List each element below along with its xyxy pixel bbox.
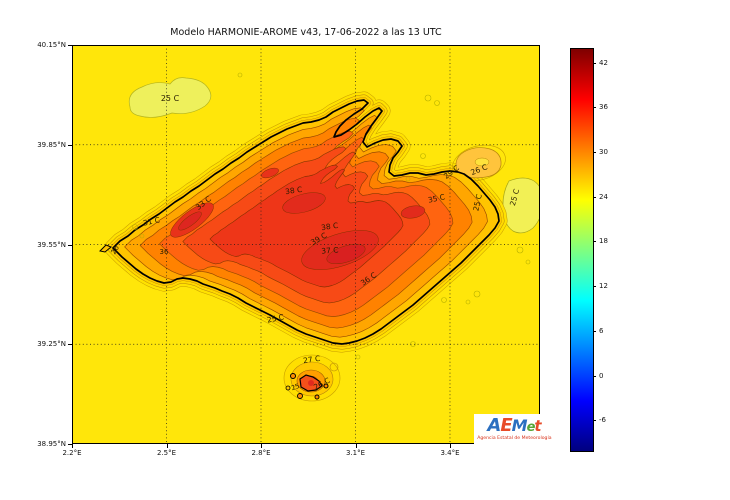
- dragonera-islet: [98, 244, 112, 253]
- contour-label: 25 C: [471, 193, 483, 212]
- sea-25c-blob-northwest: [128, 77, 212, 118]
- x-tick-mark: [450, 444, 451, 448]
- contour-label: 25 C: [266, 312, 285, 324]
- contour-label: 38 C: [321, 221, 339, 232]
- x-tick-mark: [166, 444, 168, 448]
- contour-label: 38 C: [285, 185, 303, 196]
- contour-label: 25 C: [508, 188, 521, 207]
- x-tick-label: 3.1°E: [345, 449, 366, 457]
- aemet-logo-letter: M: [511, 416, 528, 435]
- colorbar-tick-mark: [593, 107, 596, 109]
- contour-label: 31 C: [142, 215, 161, 227]
- aemet-logo-letter: A: [487, 415, 501, 436]
- contour-label: 26: [110, 244, 122, 256]
- contour-label: 37 C: [321, 245, 339, 255]
- colorbar-tick-label: 0: [599, 371, 604, 380]
- gridlines: [72, 45, 540, 444]
- y-tick-mark: [68, 444, 72, 445]
- colorbar-tick-label: -6: [599, 416, 606, 425]
- cabrera-islands: [283, 354, 341, 402]
- colorbar: [570, 48, 594, 452]
- y-tick-mark: [68, 144, 72, 146]
- ne-halo-blob: [452, 144, 506, 182]
- x-tick-label: 3.4°E: [440, 449, 460, 457]
- aemet-logo-letter: E: [500, 415, 512, 436]
- y-tick-label: 39.25°N: [37, 340, 66, 349]
- colorbar-tick-label: 12: [599, 282, 608, 291]
- y-tick-label: 38.95°N: [37, 440, 66, 448]
- colorbar-tick-mark: [593, 331, 596, 332]
- contour-label: 35 C: [427, 192, 446, 204]
- colorbar-tick-mark: [593, 152, 596, 154]
- y-tick-label: 39.85°N: [37, 140, 66, 149]
- y-tick-mark: [68, 45, 72, 46]
- contour-label: 27 C: [303, 354, 321, 365]
- colorbar-tick-label: 18: [599, 237, 608, 246]
- aemet-logo-word: AEMet: [474, 417, 554, 435]
- colorbar-tick-label: 6: [599, 327, 604, 335]
- colorbar-tick-mark: [593, 420, 596, 422]
- colorbar-tick-mark: [593, 62, 596, 64]
- y-tick-label: 40.15°N: [37, 41, 66, 49]
- x-tick-mark: [72, 444, 73, 448]
- y-tick-mark: [68, 244, 72, 246]
- plot-border: [72, 45, 540, 444]
- colorbar-tick-mark: [593, 375, 596, 377]
- contour-label: 36: [160, 248, 169, 256]
- colorbar-tick-label: 42: [599, 58, 608, 67]
- hot-core-spots: [170, 167, 426, 270]
- aemet-logo: AEMet Agencia Estatal de Meteorología: [474, 414, 554, 451]
- aemet-logo-letter: e: [526, 420, 536, 435]
- plot-title: Modelo HARMONIE-AROME v43, 17-06-2022 a …: [170, 27, 442, 38]
- aemet-logo-subtitle: Agencia Estatal de Meteorología: [477, 435, 552, 441]
- contour-map: 25 C33 C31 C38 C35 C38 C39 C37 C36 C3626…: [72, 45, 540, 444]
- x-tick-label: 2.5°E: [156, 449, 177, 457]
- colorbar-tick-mark: [593, 286, 596, 288]
- x-tick-mark: [261, 444, 262, 448]
- x-tick-mark: [355, 444, 357, 448]
- colorbar-tick-label: 36: [599, 103, 608, 112]
- x-tick-label: 2.8°E: [251, 449, 271, 457]
- y-tick-label: 39.55°N: [37, 240, 66, 249]
- contour-label: 25 C: [161, 94, 180, 103]
- colorbar-tick-label: 24: [599, 192, 608, 201]
- colorbar-tick-label: 30: [599, 148, 608, 157]
- contour-label: 25: [290, 382, 301, 392]
- colorbar-tick-mark: [593, 196, 596, 198]
- x-tick-label: 2.2°E: [62, 449, 82, 457]
- colorbar-tick-mark: [593, 241, 596, 243]
- y-tick-mark: [68, 344, 72, 346]
- aemet-logo-letter: t: [534, 417, 541, 435]
